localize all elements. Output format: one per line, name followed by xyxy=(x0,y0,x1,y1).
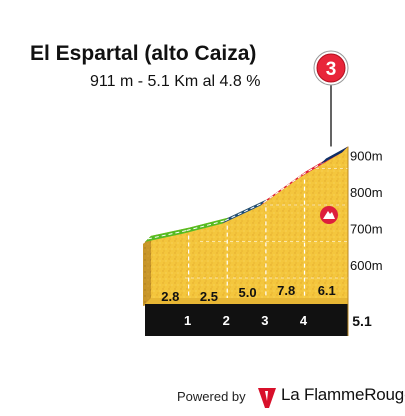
elevation-profile-chart: 2.8 2.5 5.0 7.8 6.1 1 2 3 4 5.1 600m 700m 800m 900m 3 xyxy=(143,50,383,336)
terrain-base xyxy=(145,304,348,336)
powered-by-label: Powered by xyxy=(177,389,246,404)
gradient-label: 6.1 xyxy=(318,283,336,298)
climb-summary: 911 m - 5.1 Km al 4.8 % xyxy=(90,73,261,90)
elevation-tick-label: 800m xyxy=(350,185,383,200)
slope-segment xyxy=(183,217,229,234)
slope-segment xyxy=(145,227,190,242)
km-marker-label: 3 xyxy=(261,313,268,328)
category-badge-number: 3 xyxy=(326,59,337,80)
terrain-face xyxy=(151,146,348,298)
mountain-icon-peaks xyxy=(323,211,335,219)
elevation-tick-label: 600m xyxy=(350,258,383,273)
slope-segment-summit xyxy=(320,146,348,165)
km-marker-label: 1 xyxy=(184,313,191,328)
flamme-rouge-logo-icon xyxy=(258,388,276,408)
gradient-label: 5.0 xyxy=(239,285,257,300)
gradient-label: 2.8 xyxy=(161,289,179,304)
elevation-tick-label: 700m xyxy=(350,222,383,237)
km-marker-label: 2 xyxy=(223,313,230,328)
climb-title: El Espartal (alto Caiza) xyxy=(30,42,257,65)
slope-center-dash xyxy=(263,174,303,203)
total-distance-label: 5.1 xyxy=(352,313,372,329)
terrain-left-edge xyxy=(143,237,151,306)
elevation-tick-label: 900m xyxy=(350,149,383,164)
km-marker-label: 4 xyxy=(300,313,308,328)
slope-center-dash xyxy=(225,201,265,222)
footer: Powered by La FlammeRouge xyxy=(0,385,405,411)
gradient-label: 2.5 xyxy=(200,289,218,304)
category-badge xyxy=(316,53,346,83)
terrain-base-top-edge xyxy=(145,298,348,304)
gradient-label: 7.8 xyxy=(277,283,295,298)
brand-name[interactable]: La FlammeRouge xyxy=(281,385,405,404)
